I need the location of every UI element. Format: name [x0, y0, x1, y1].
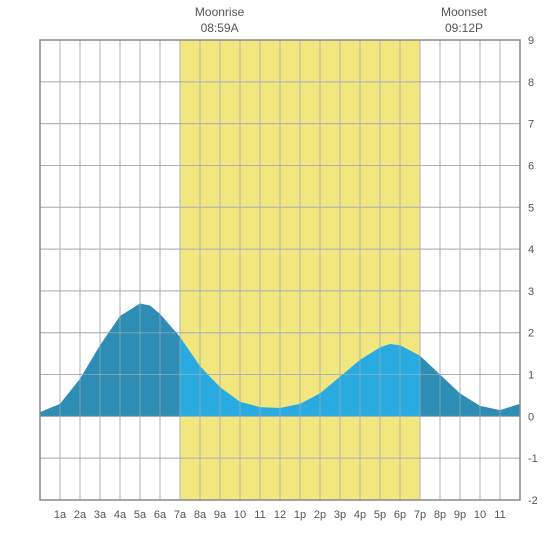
y-tick-label: 8: [528, 77, 534, 89]
y-tick-label: 5: [528, 202, 534, 214]
x-tick-label: 3p: [334, 509, 346, 521]
y-tick-label: -1: [528, 453, 538, 465]
x-tick-label: 2a: [74, 509, 87, 521]
tide-chart: -2-101234567891a2a3a4a5a6a7a8a9a1011121p…: [0, 0, 550, 550]
x-tick-label: 10: [474, 509, 486, 521]
y-tick-label: 7: [528, 119, 534, 131]
moonrise-label-time: 08:59A: [201, 21, 239, 35]
x-tick-label: 6p: [394, 509, 406, 521]
moonrise-label-title: Moonrise: [195, 5, 245, 19]
x-tick-label: 4p: [354, 509, 366, 521]
y-tick-label: 9: [528, 35, 534, 47]
chart-svg: -2-101234567891a2a3a4a5a6a7a8a9a1011121p…: [0, 0, 550, 550]
x-tick-label: 1a: [54, 509, 67, 521]
y-tick-label: 6: [528, 160, 534, 172]
moonset-label-title: Moonset: [441, 5, 488, 19]
y-tick-label: 1: [528, 370, 534, 382]
x-tick-label: 9a: [214, 509, 227, 521]
x-tick-label: 12: [274, 509, 286, 521]
x-tick-label: 1p: [294, 509, 306, 521]
x-tick-label: 6a: [154, 509, 167, 521]
y-tick-label: 0: [528, 411, 534, 423]
x-tick-label: 8p: [434, 509, 446, 521]
x-tick-label: 5p: [374, 509, 386, 521]
x-tick-label: 9p: [454, 509, 466, 521]
y-tick-label: 4: [528, 244, 534, 256]
moonset-label-time: 09:12P: [445, 21, 483, 35]
y-tick-label: 3: [528, 286, 534, 298]
x-tick-label: 7p: [414, 509, 426, 521]
x-tick-label: 11: [494, 509, 505, 521]
x-tick-label: 7a: [174, 509, 187, 521]
x-tick-label: 2p: [314, 509, 326, 521]
x-tick-label: 10: [234, 509, 246, 521]
x-tick-label: 5a: [134, 509, 147, 521]
x-tick-label: 3a: [94, 509, 107, 521]
x-tick-label: 4a: [114, 509, 127, 521]
y-tick-label: -2: [528, 495, 538, 507]
x-tick-label: 8a: [194, 509, 207, 521]
x-tick-label: 11: [254, 509, 265, 521]
y-tick-label: 2: [528, 328, 534, 340]
